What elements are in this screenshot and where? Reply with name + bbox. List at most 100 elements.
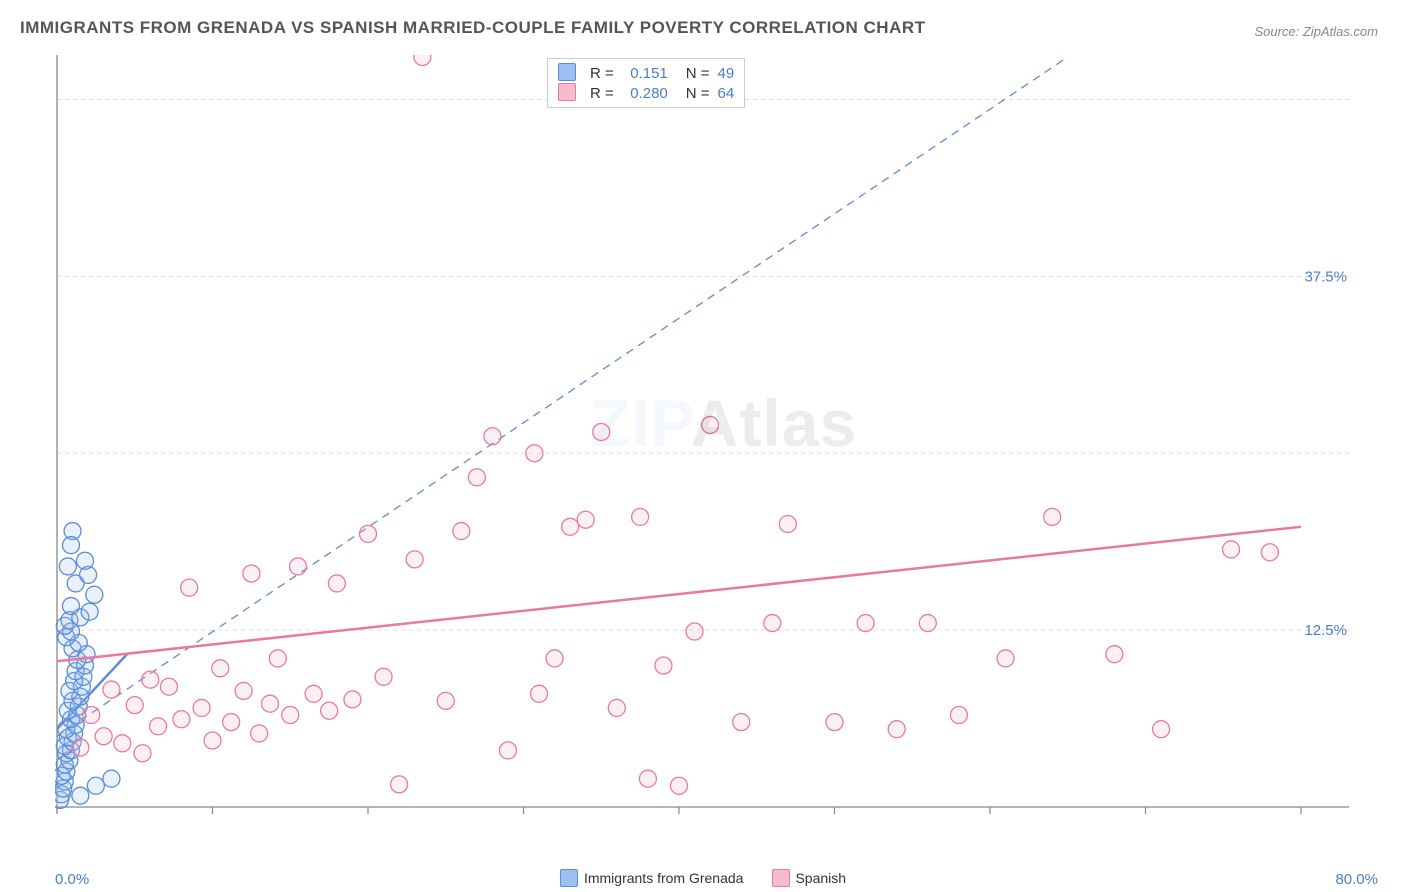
plot-area: 12.5%37.5% ZIPAtlas R =0.151N =49R =0.28… (55, 55, 1351, 833)
data-point (103, 681, 120, 698)
series-legend: Immigrants from Grenada Spanish (560, 870, 846, 888)
data-point (86, 586, 103, 603)
stat-legend-row: R = 0.151 N = 49 (558, 63, 734, 83)
data-point (81, 603, 98, 620)
data-point (764, 615, 781, 632)
legend-label: Immigrants from Grenada (584, 870, 744, 886)
data-point (499, 742, 516, 759)
data-point (344, 691, 361, 708)
data-point (577, 511, 594, 528)
data-point (193, 699, 210, 716)
data-point (62, 537, 79, 554)
legend-swatch (558, 83, 576, 101)
r-label: R = (590, 85, 614, 102)
data-point (72, 787, 89, 804)
data-point (103, 770, 120, 787)
data-point (262, 695, 279, 712)
data-point (1153, 721, 1170, 738)
data-point (235, 682, 252, 699)
data-point (826, 714, 843, 731)
r-value: 0.151 (622, 65, 668, 82)
identity-line (57, 57, 1068, 736)
data-point (453, 523, 470, 540)
data-point (702, 416, 719, 433)
x-tick-0: 0.0% (55, 871, 89, 888)
data-point (305, 685, 322, 702)
data-point (87, 777, 104, 794)
data-point (126, 697, 143, 714)
data-point (83, 707, 100, 724)
data-point (779, 515, 796, 532)
n-label: N = (686, 85, 710, 102)
source-attribution: Source: ZipAtlas.com (1254, 24, 1378, 39)
data-point (686, 623, 703, 640)
x-tick-80: 80.0% (1335, 871, 1378, 888)
data-point (484, 428, 501, 445)
data-point (639, 770, 656, 787)
data-point (531, 685, 548, 702)
source-name: ZipAtlas.com (1303, 24, 1378, 39)
n-value: 49 (718, 65, 735, 82)
legend-item: Immigrants from Grenada (560, 870, 744, 888)
data-point (204, 732, 221, 749)
y-tick-label: 12.5% (1304, 622, 1347, 639)
legend-swatch (558, 63, 576, 81)
data-point (655, 657, 672, 674)
data-point (150, 718, 167, 735)
data-point (375, 668, 392, 685)
data-point (328, 575, 345, 592)
data-point (134, 745, 151, 762)
data-point (62, 598, 79, 615)
y-tick-label: 37.5% (1304, 268, 1347, 285)
data-point (608, 699, 625, 716)
n-label: N = (686, 65, 710, 82)
data-point (321, 702, 338, 719)
stat-legend: R = 0.151 N = 49 R = 0.280 N = 64 (547, 58, 745, 108)
data-point (919, 615, 936, 632)
data-point (733, 714, 750, 731)
legend-item: Spanish (771, 870, 846, 888)
data-point (114, 735, 131, 752)
data-point (142, 671, 159, 688)
data-point (290, 558, 307, 575)
n-value: 64 (718, 85, 735, 102)
data-point (59, 558, 76, 575)
data-point (526, 445, 543, 462)
data-point (181, 579, 198, 596)
data-point (95, 728, 112, 745)
data-point (251, 725, 268, 742)
data-point (269, 650, 286, 667)
scatter-chart: 12.5% 37.5% (55, 55, 1351, 833)
data-point (1261, 544, 1278, 561)
data-point (360, 525, 377, 542)
data-point (1223, 541, 1240, 558)
data-point (406, 551, 423, 568)
chart-title: IMMIGRANTS FROM GRENADA VS SPANISH MARRI… (20, 18, 926, 38)
data-point (632, 508, 649, 525)
r-label: R = (590, 65, 614, 82)
legend-swatch (771, 869, 789, 887)
data-point (562, 518, 579, 535)
data-point (243, 565, 260, 582)
data-point (223, 714, 240, 731)
data-point (173, 711, 190, 728)
data-point (212, 660, 229, 677)
legend-swatch (560, 869, 578, 887)
data-point (857, 615, 874, 632)
data-point (593, 424, 610, 441)
data-point (468, 469, 485, 486)
data-point (950, 707, 967, 724)
stat-legend-row: R = 0.280 N = 64 (558, 83, 734, 103)
data-point (888, 721, 905, 738)
data-point (414, 55, 431, 66)
data-point (282, 707, 299, 724)
data-point (76, 552, 93, 569)
legend-label: Spanish (795, 870, 846, 886)
r-value: 0.280 (622, 85, 668, 102)
data-point (671, 777, 688, 794)
data-point (160, 678, 177, 695)
data-point (997, 650, 1014, 667)
trend-line (57, 527, 1301, 661)
data-point (1044, 508, 1061, 525)
data-point (72, 739, 89, 756)
